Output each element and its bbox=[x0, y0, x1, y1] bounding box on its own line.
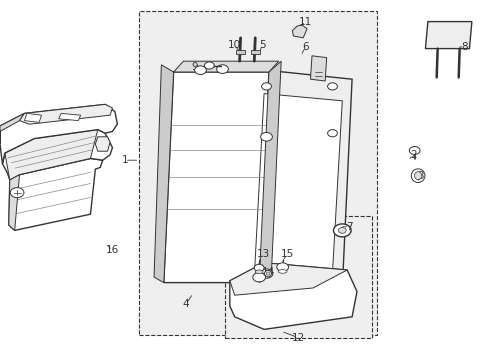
Bar bbox=[250, 50, 259, 54]
Circle shape bbox=[254, 264, 264, 271]
Text: 1: 1 bbox=[121, 155, 128, 165]
Polygon shape bbox=[229, 263, 346, 295]
Ellipse shape bbox=[278, 270, 286, 273]
Polygon shape bbox=[229, 263, 356, 329]
Circle shape bbox=[327, 130, 337, 137]
Polygon shape bbox=[259, 61, 281, 283]
Circle shape bbox=[216, 65, 228, 73]
Text: 8: 8 bbox=[460, 42, 467, 52]
Ellipse shape bbox=[264, 270, 271, 277]
Polygon shape bbox=[59, 113, 81, 121]
Polygon shape bbox=[163, 72, 268, 283]
Polygon shape bbox=[0, 104, 117, 164]
Text: 5: 5 bbox=[259, 40, 265, 50]
Circle shape bbox=[333, 224, 350, 237]
Ellipse shape bbox=[410, 169, 424, 183]
Circle shape bbox=[194, 66, 206, 75]
Text: 3: 3 bbox=[416, 171, 423, 181]
Polygon shape bbox=[425, 22, 471, 49]
Polygon shape bbox=[154, 65, 173, 283]
Text: 9: 9 bbox=[191, 62, 198, 72]
Circle shape bbox=[408, 147, 419, 154]
Polygon shape bbox=[310, 56, 326, 81]
Bar bbox=[224, 216, 371, 338]
Circle shape bbox=[327, 83, 337, 90]
Polygon shape bbox=[292, 25, 306, 38]
Circle shape bbox=[204, 62, 214, 69]
Polygon shape bbox=[0, 113, 24, 144]
Circle shape bbox=[10, 188, 24, 198]
Ellipse shape bbox=[414, 172, 421, 180]
Ellipse shape bbox=[265, 272, 269, 275]
Polygon shape bbox=[95, 137, 110, 151]
Polygon shape bbox=[2, 130, 112, 180]
Text: 11: 11 bbox=[298, 17, 312, 27]
Polygon shape bbox=[173, 61, 278, 72]
Bar bbox=[235, 50, 245, 54]
Polygon shape bbox=[20, 104, 112, 124]
Circle shape bbox=[261, 83, 271, 90]
Bar bbox=[139, 11, 376, 335]
Polygon shape bbox=[254, 94, 342, 277]
Circle shape bbox=[276, 263, 288, 271]
Circle shape bbox=[252, 273, 265, 282]
Text: 7: 7 bbox=[346, 222, 352, 232]
Text: 2: 2 bbox=[409, 150, 416, 160]
Polygon shape bbox=[9, 158, 102, 230]
Text: 12: 12 bbox=[291, 333, 305, 343]
Text: 6: 6 bbox=[302, 42, 308, 52]
Circle shape bbox=[260, 269, 272, 278]
Polygon shape bbox=[5, 130, 98, 180]
Text: 14: 14 bbox=[261, 267, 274, 277]
Ellipse shape bbox=[255, 270, 263, 274]
Circle shape bbox=[338, 228, 346, 233]
Text: 4: 4 bbox=[182, 299, 189, 309]
Polygon shape bbox=[24, 113, 41, 122]
Polygon shape bbox=[9, 175, 20, 230]
Circle shape bbox=[260, 132, 272, 141]
Polygon shape bbox=[239, 68, 351, 293]
Text: 13: 13 bbox=[256, 249, 269, 259]
Text: 15: 15 bbox=[280, 249, 294, 259]
Text: 10: 10 bbox=[228, 40, 241, 50]
Text: 16: 16 bbox=[105, 245, 119, 255]
